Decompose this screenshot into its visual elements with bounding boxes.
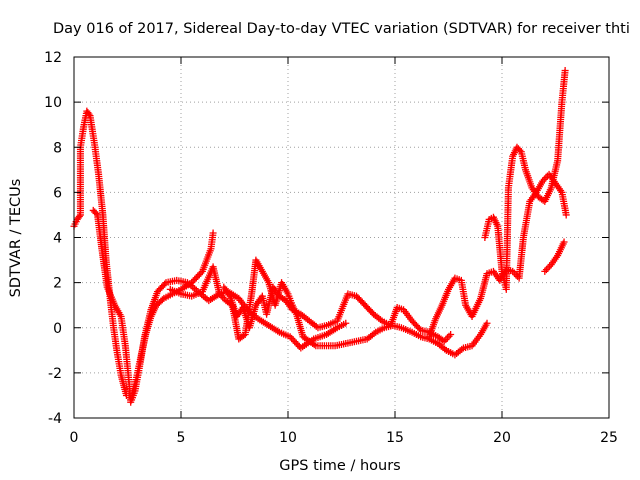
y-tick-label: -2 bbox=[48, 366, 62, 382]
data-point bbox=[447, 331, 455, 339]
grid-lines bbox=[74, 57, 609, 418]
data-point bbox=[191, 275, 199, 283]
y-tick-label: 6 bbox=[53, 185, 62, 201]
y-tick-label: 12 bbox=[44, 50, 62, 66]
data-point bbox=[195, 271, 203, 279]
y-tick-label: 10 bbox=[44, 95, 62, 111]
data-point bbox=[442, 336, 450, 344]
data-point bbox=[85, 110, 93, 118]
data-point bbox=[92, 209, 100, 217]
axis-ticks bbox=[73, 56, 610, 419]
data-point bbox=[197, 269, 205, 277]
data-point bbox=[560, 238, 568, 246]
series-7 bbox=[541, 238, 568, 275]
data-point bbox=[288, 334, 296, 342]
y-tick-label: 4 bbox=[53, 231, 62, 247]
data-point bbox=[286, 333, 294, 341]
series-6 bbox=[481, 67, 569, 293]
data-point bbox=[289, 336, 297, 344]
x-tick-label: 10 bbox=[279, 430, 297, 446]
chart-title: Day 016 of 2017, Sidereal Day-to-day VTE… bbox=[53, 21, 630, 37]
data-point bbox=[189, 277, 197, 285]
data-point bbox=[541, 267, 549, 275]
series-4 bbox=[220, 283, 455, 345]
y-tick-label: 8 bbox=[53, 140, 62, 156]
data-point bbox=[542, 266, 550, 274]
x-tick-label: 0 bbox=[70, 430, 79, 446]
data-point bbox=[516, 146, 524, 154]
x-tick-label: 25 bbox=[600, 430, 618, 446]
y-axis-label: SDTVAR / TECUs bbox=[8, 179, 24, 298]
data-point bbox=[562, 211, 570, 219]
y-tick-label: 2 bbox=[53, 276, 62, 292]
data-point bbox=[209, 229, 217, 237]
data-point bbox=[292, 339, 300, 347]
data-point bbox=[342, 319, 350, 327]
data-point bbox=[561, 67, 569, 75]
data-point bbox=[445, 332, 453, 340]
data-point bbox=[291, 338, 299, 346]
y-tick-label: -4 bbox=[48, 411, 62, 427]
series-2 bbox=[89, 206, 350, 406]
x-tick-label: 15 bbox=[386, 430, 404, 446]
data-point bbox=[310, 341, 318, 349]
x-axis-label: GPS time / hours bbox=[279, 458, 400, 474]
data-point bbox=[483, 319, 491, 327]
y-tick-label: 0 bbox=[53, 321, 62, 337]
x-tick-label: 20 bbox=[493, 430, 511, 446]
data-point bbox=[415, 325, 423, 333]
data-point bbox=[192, 274, 200, 282]
data-points bbox=[70, 67, 570, 406]
data-point bbox=[194, 272, 202, 280]
x-tick-label: 5 bbox=[177, 430, 186, 446]
data-point bbox=[75, 212, 83, 220]
tick-labels: 0 5 10 15 20 25 -4 -2 0 2 4 6 8 10 12 bbox=[44, 50, 618, 446]
data-point bbox=[161, 280, 169, 288]
data-point bbox=[294, 341, 302, 349]
data-point bbox=[544, 264, 552, 272]
data-point bbox=[158, 296, 166, 304]
